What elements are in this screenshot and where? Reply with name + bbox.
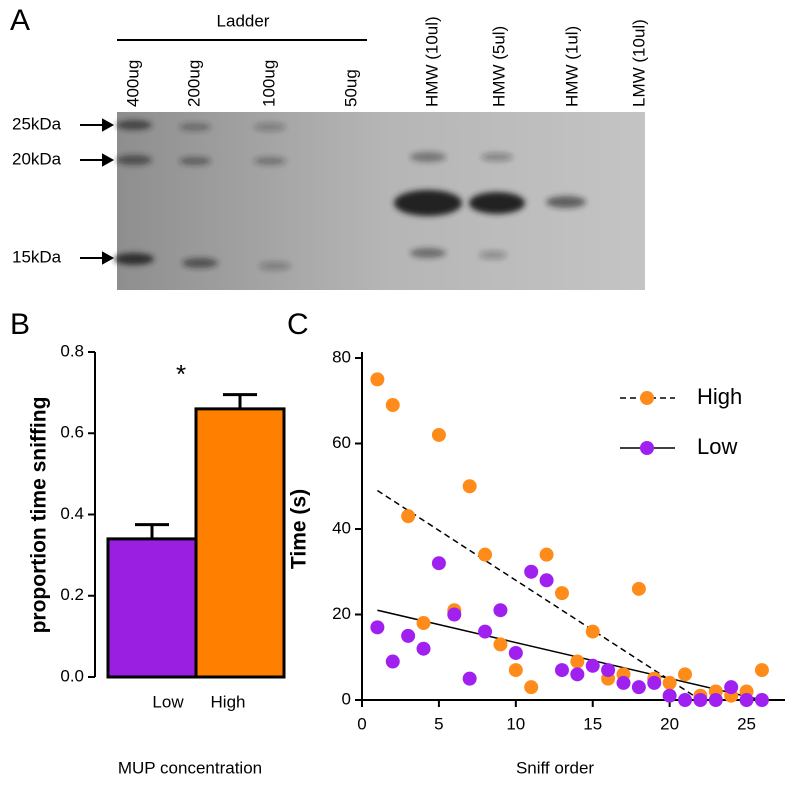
point bbox=[416, 616, 431, 631]
point bbox=[708, 693, 723, 707]
point bbox=[539, 547, 554, 562]
point bbox=[601, 663, 616, 678]
point bbox=[724, 680, 739, 695]
y-tick-label: 0.4 bbox=[60, 504, 84, 523]
fit-line bbox=[376, 489, 701, 701]
point bbox=[401, 628, 416, 643]
point bbox=[462, 671, 477, 686]
point bbox=[401, 509, 416, 524]
point bbox=[508, 663, 523, 678]
marker-label: 25kDa bbox=[12, 114, 62, 133]
y-axis-label: proportion time sniffing bbox=[28, 397, 51, 634]
point bbox=[678, 667, 693, 682]
legend-label: High bbox=[697, 384, 742, 409]
x-tick-label: 0 bbox=[357, 714, 366, 733]
lane-label: 200ug bbox=[184, 60, 203, 107]
point bbox=[524, 564, 539, 579]
lane-label: LMW (10ul) bbox=[629, 19, 648, 107]
point bbox=[739, 693, 754, 707]
y-tick-label: 80 bbox=[332, 347, 351, 366]
x-axis-label: Sniff order bbox=[516, 758, 594, 777]
x-tick-label: High bbox=[211, 692, 246, 711]
point bbox=[570, 654, 585, 669]
x-tick-label: Low bbox=[152, 692, 184, 711]
point bbox=[431, 556, 446, 571]
lane-label: HMW (10ul) bbox=[422, 16, 441, 107]
legend-marker bbox=[640, 441, 654, 455]
point bbox=[431, 427, 446, 442]
point bbox=[385, 398, 400, 413]
ladder-label: Ladder bbox=[217, 11, 270, 30]
fit-line bbox=[377, 609, 763, 701]
point bbox=[370, 372, 385, 387]
marker-label: 20kDa bbox=[12, 149, 62, 168]
point bbox=[539, 573, 554, 588]
x-tick-label: 20 bbox=[660, 714, 679, 733]
point bbox=[693, 693, 708, 707]
bar bbox=[194, 407, 286, 679]
point bbox=[631, 581, 646, 596]
error-bar bbox=[223, 393, 257, 409]
y-tick-label: 60 bbox=[332, 433, 351, 452]
point bbox=[754, 693, 769, 707]
point bbox=[416, 641, 431, 656]
point bbox=[662, 675, 677, 690]
bar bbox=[106, 537, 198, 679]
lane-label: 400ug bbox=[123, 60, 142, 107]
point bbox=[478, 547, 493, 562]
y-tick-label: 20 bbox=[332, 604, 351, 623]
point bbox=[493, 637, 508, 652]
point bbox=[585, 624, 600, 639]
gel-bands bbox=[114, 120, 586, 270]
marker-label: 15kDa bbox=[12, 247, 62, 266]
error-bar bbox=[135, 523, 169, 539]
legend-marker bbox=[640, 391, 654, 405]
lane-label: 100ug bbox=[259, 60, 278, 107]
point bbox=[554, 663, 569, 678]
lane-label: HMW (5ul) bbox=[489, 26, 508, 107]
x-axis-label: MUP concentration bbox=[118, 758, 262, 777]
legend-label: Low bbox=[697, 434, 737, 459]
lane-label: 50ug bbox=[341, 69, 360, 107]
y-tick-label: 0.8 bbox=[60, 341, 84, 360]
point bbox=[462, 479, 477, 494]
annotation: * bbox=[176, 359, 186, 389]
y-tick-label: 0 bbox=[342, 689, 351, 708]
x-tick-label: 15 bbox=[583, 714, 602, 733]
y-tick-label: 0.0 bbox=[60, 666, 84, 685]
point bbox=[554, 586, 569, 601]
panel-label: B bbox=[10, 308, 30, 341]
y-tick-label: 0.2 bbox=[60, 585, 84, 604]
point bbox=[631, 680, 646, 695]
marker-arrows bbox=[80, 118, 115, 265]
point bbox=[508, 645, 523, 660]
point bbox=[570, 667, 585, 682]
point bbox=[478, 624, 493, 639]
panel-label: C bbox=[287, 308, 309, 341]
point bbox=[678, 693, 693, 707]
x-tick-label: 10 bbox=[506, 714, 525, 733]
y-tick-label: 40 bbox=[332, 518, 351, 537]
point bbox=[647, 675, 662, 690]
point bbox=[385, 654, 400, 669]
point bbox=[493, 603, 508, 618]
y-axis-label: Time (s) bbox=[288, 489, 311, 569]
x-tick-label: 25 bbox=[737, 714, 756, 733]
lane-label: HMW (1ul) bbox=[562, 26, 581, 107]
point bbox=[524, 680, 539, 695]
point bbox=[616, 675, 631, 690]
point bbox=[754, 663, 769, 678]
point bbox=[585, 658, 600, 673]
point bbox=[370, 620, 385, 635]
gel-panel: A Ladder 25kDa 20kDa 15kDa bbox=[10, 4, 645, 290]
x-tick-label: 5 bbox=[434, 714, 443, 733]
y-tick-label: 0.6 bbox=[60, 423, 84, 442]
panel-label: A bbox=[10, 4, 30, 37]
point bbox=[447, 607, 462, 622]
point bbox=[662, 688, 677, 703]
